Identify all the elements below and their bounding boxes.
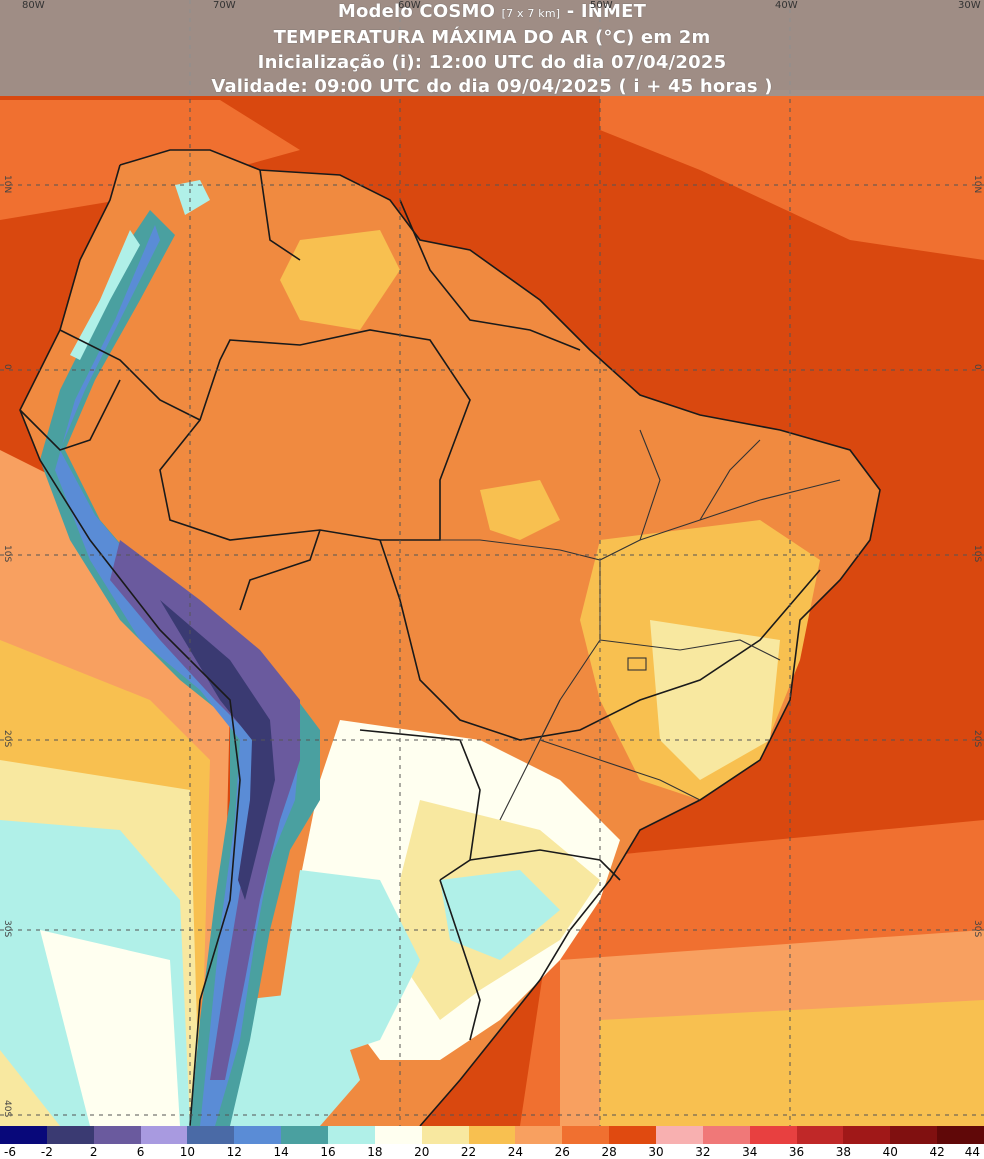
legend-tick-label: 40: [882, 1145, 898, 1159]
model-title: Modelo COSMO [7 x 7 km] - INMET: [0, 2, 984, 24]
color-swatch: [515, 1126, 563, 1144]
variable-title: TEMPERATURA MÁXIMA DO AR (°C) em 2m: [273, 27, 711, 48]
lat-label: 10N: [972, 175, 982, 194]
lat-label: 30S: [2, 920, 12, 938]
color-swatch: [0, 1126, 47, 1144]
color-swatch: [468, 1126, 516, 1144]
legend-tick-label: 22: [460, 1145, 477, 1159]
legend-tick-label: 2: [89, 1145, 98, 1159]
lat-label: 10S: [2, 545, 12, 563]
color-swatch: [93, 1126, 141, 1144]
lon-label: 40W: [775, 0, 798, 11]
model-resolution: [7 x 7 km]: [501, 7, 561, 20]
lon-label: 60W: [398, 0, 421, 11]
color-swatch: [843, 1126, 891, 1144]
lat-label: 10N: [2, 175, 12, 194]
legend-tick-label: 28: [601, 1145, 617, 1159]
legend-tick-label: -6: [4, 1145, 16, 1159]
model-name: Modelo COSMO: [337, 1, 496, 22]
legend-tick-label: 20: [414, 1145, 430, 1159]
color-swatch: [702, 1126, 750, 1144]
legend-tick-label: 10: [179, 1145, 196, 1159]
lat-label: 20S: [2, 730, 12, 748]
color-swatch: [890, 1126, 938, 1144]
color-swatch: [937, 1126, 984, 1144]
legend-tick-label: 24: [507, 1145, 524, 1159]
lon-label: 50W: [590, 0, 613, 11]
color-swatch: [374, 1126, 422, 1144]
legend-tick-label: 32: [695, 1145, 711, 1159]
map-header: Modelo COSMO [7 x 7 km] - INMET TEMPERAT…: [0, 0, 984, 97]
lat-label: 40S: [2, 1100, 12, 1118]
lat-label: 20S: [972, 730, 982, 748]
color-swatch: [421, 1126, 469, 1144]
temperature-map: [0, 0, 984, 1126]
legend-tick-label: 36: [788, 1145, 805, 1159]
lon-label: 70W: [213, 0, 236, 11]
color-scale-bar: [0, 1126, 984, 1144]
legend-tick-label: 26: [554, 1145, 570, 1159]
legend-tick-label: 18: [367, 1145, 383, 1159]
lat-label: 30S: [972, 920, 982, 938]
color-swatch: [328, 1126, 375, 1144]
color-swatch: [234, 1126, 282, 1144]
lon-label: 30W: [958, 0, 981, 11]
legend-tick-label: 6: [136, 1145, 145, 1159]
lat-label: 10S: [972, 545, 982, 563]
lat-label: 0: [972, 364, 982, 370]
color-swatch: [562, 1126, 610, 1144]
legend-tick-label: 12: [226, 1145, 242, 1159]
color-swatch: [796, 1126, 844, 1144]
color-swatch: [140, 1126, 188, 1144]
validity-time: Validade: 09:00 UTC do dia 09/04/2025 ( …: [211, 76, 773, 97]
legend-tick-label: 30: [648, 1145, 664, 1159]
color-swatch: [749, 1126, 797, 1144]
model-source: - INMET: [566, 1, 647, 22]
legend-tick-label: -2: [40, 1145, 53, 1159]
color-swatch: [46, 1126, 94, 1144]
lon-label: 80W: [22, 0, 45, 11]
color-swatch: [281, 1126, 329, 1144]
legend-tick-label: 34: [742, 1145, 758, 1159]
legend-tick-label: 16: [320, 1145, 336, 1159]
legend-tick-label: 38: [835, 1145, 852, 1159]
lat-label: 0: [2, 364, 12, 370]
color-swatch: [609, 1126, 657, 1144]
initialization-time: Inicialização (i): 12:00 UTC do dia 07/0…: [257, 52, 727, 73]
color-scale-legend: -6 -2 2 6 10 12 14 16 18 20 22 24 26 28 30 32 34 36 38 40 42…: [0, 1126, 984, 1159]
legend-tick-label: 44: [964, 1145, 980, 1159]
legend-tick-label: 42: [929, 1145, 945, 1159]
color-swatch: [187, 1126, 235, 1144]
legend-tick-label: 14: [273, 1145, 289, 1159]
color-swatch: [656, 1126, 703, 1144]
